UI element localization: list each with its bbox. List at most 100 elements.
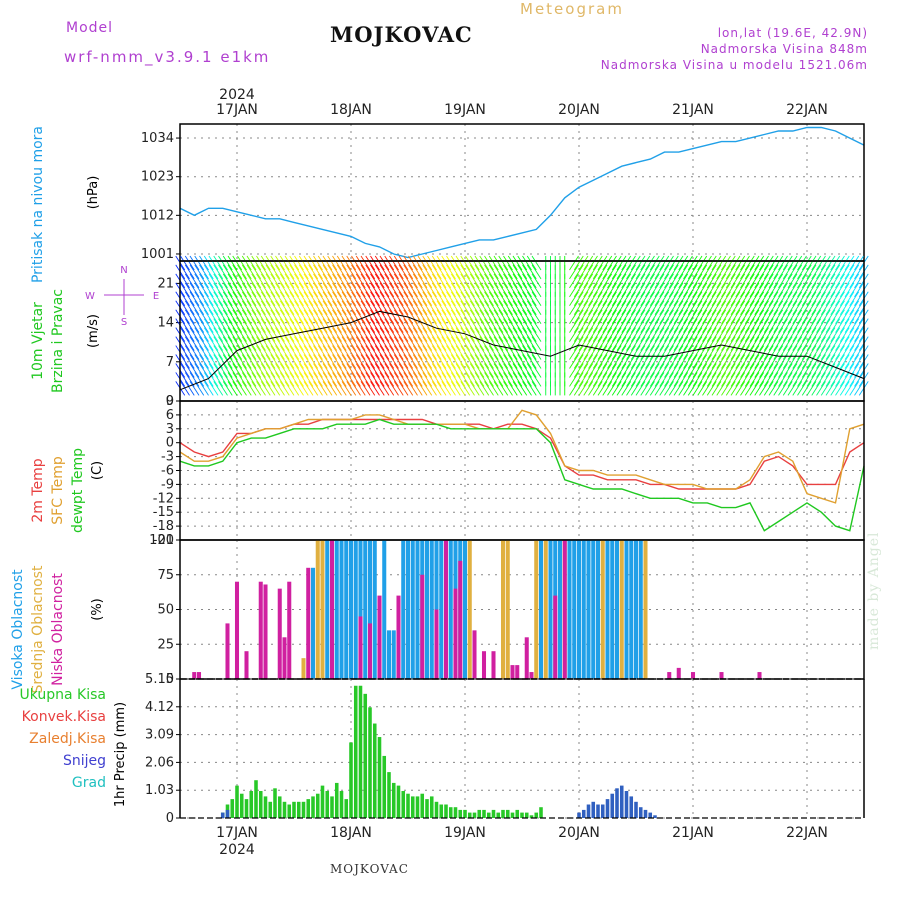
wind-barb bbox=[711, 273, 722, 289]
wind-barb bbox=[806, 300, 817, 316]
wind-barb bbox=[417, 264, 428, 280]
wind-barb bbox=[673, 336, 684, 351]
wind-barb bbox=[678, 363, 689, 378]
wind-barb bbox=[218, 273, 228, 289]
wind-barb bbox=[322, 327, 333, 342]
wind-barb bbox=[725, 282, 736, 298]
wind-barb bbox=[241, 264, 252, 280]
wind-barb bbox=[265, 345, 276, 360]
wind-barb bbox=[260, 309, 271, 324]
wind-barb bbox=[768, 327, 779, 342]
wind-barb bbox=[180, 255, 190, 271]
cloud-bar-high_cloud bbox=[363, 540, 368, 679]
wind-barb bbox=[398, 354, 409, 369]
wind-barb bbox=[749, 309, 760, 324]
precip-bar-total_precip bbox=[410, 796, 415, 818]
wind-barb bbox=[640, 300, 651, 316]
wind-barb bbox=[706, 300, 717, 316]
precip-bar-total_precip bbox=[282, 801, 287, 818]
wind-barb bbox=[450, 372, 461, 387]
wind-barb bbox=[645, 336, 655, 351]
wind-barb bbox=[365, 363, 376, 378]
wind-barb bbox=[341, 264, 352, 280]
wind-barb bbox=[702, 264, 712, 280]
wind-barb bbox=[578, 300, 589, 316]
wind-barb bbox=[346, 336, 357, 351]
wind-barb bbox=[270, 363, 281, 378]
wind-barb bbox=[503, 291, 513, 307]
wind-barb bbox=[854, 282, 864, 298]
wind-barb bbox=[697, 309, 708, 324]
wind-barb bbox=[854, 354, 864, 369]
cloud-bar-high_cloud bbox=[410, 540, 415, 679]
wind-barb bbox=[398, 291, 409, 307]
wind-barb bbox=[346, 354, 357, 369]
wind-barb bbox=[687, 327, 698, 342]
wind-barb bbox=[417, 255, 428, 271]
wind-barb bbox=[208, 264, 219, 280]
wind-barb bbox=[313, 318, 323, 333]
wind-barb bbox=[744, 363, 755, 378]
wind-barb bbox=[616, 327, 627, 342]
wind-barb bbox=[778, 318, 788, 333]
wind-barb bbox=[673, 309, 684, 324]
wind-barb bbox=[645, 318, 655, 333]
wind-barb bbox=[588, 255, 598, 271]
wind-barb bbox=[370, 264, 380, 280]
wind-barb bbox=[379, 273, 390, 289]
wind-barb bbox=[573, 372, 584, 387]
cloud-unit: (%) bbox=[90, 598, 105, 621]
wind-barb bbox=[336, 300, 347, 316]
wind-barb bbox=[450, 264, 461, 280]
wind-barb bbox=[517, 381, 528, 396]
wind-barb bbox=[517, 354, 528, 369]
wind-barb bbox=[607, 309, 617, 324]
wind-barb bbox=[797, 336, 807, 351]
wind-barb bbox=[835, 381, 845, 396]
wind-barb bbox=[716, 282, 727, 298]
wind-barb bbox=[279, 318, 290, 333]
wind-barb bbox=[835, 354, 845, 369]
wind-barb bbox=[460, 345, 471, 360]
wind-barb bbox=[659, 354, 670, 369]
wind-barb bbox=[431, 336, 442, 351]
wind-barb bbox=[403, 354, 414, 369]
wind-barb bbox=[835, 255, 845, 271]
wind-barb bbox=[284, 318, 295, 333]
wind-barb bbox=[332, 309, 342, 324]
wind-barb bbox=[602, 282, 613, 298]
wind-barb bbox=[208, 309, 219, 324]
wind-barb bbox=[512, 327, 523, 342]
wind-barb bbox=[573, 273, 584, 289]
wind-barb bbox=[645, 300, 655, 316]
wind-barb bbox=[825, 336, 836, 351]
wind-barb bbox=[640, 264, 651, 280]
wind-barb bbox=[460, 372, 471, 387]
wind-barb bbox=[498, 273, 509, 289]
precip-bar-snow bbox=[653, 815, 657, 818]
wind-barb bbox=[251, 291, 262, 307]
precip-bar-total_precip bbox=[477, 809, 482, 818]
wind-barb bbox=[697, 300, 708, 316]
wind-barb bbox=[768, 309, 779, 324]
wind-barb bbox=[218, 354, 228, 369]
wind-barb bbox=[222, 291, 233, 307]
wind-barb bbox=[303, 300, 314, 316]
wind-barb bbox=[640, 273, 651, 289]
wind-barb bbox=[351, 354, 361, 369]
cloud-bar-low_cloud bbox=[192, 672, 197, 679]
wind-barb bbox=[460, 264, 471, 280]
wind-barb bbox=[260, 300, 271, 316]
wind-barb bbox=[251, 345, 262, 360]
wind-barb bbox=[208, 327, 219, 342]
wind-barb bbox=[654, 345, 665, 360]
wind-barb bbox=[194, 318, 205, 333]
wind-barb bbox=[849, 264, 860, 280]
cloud-bar-low_cloud bbox=[282, 637, 287, 679]
wind-barb bbox=[336, 336, 347, 351]
wind-barb bbox=[735, 345, 746, 360]
wind-barb bbox=[830, 255, 841, 271]
wind-barb bbox=[825, 282, 836, 298]
wind-barb bbox=[569, 264, 579, 280]
wind-barb bbox=[208, 345, 219, 360]
